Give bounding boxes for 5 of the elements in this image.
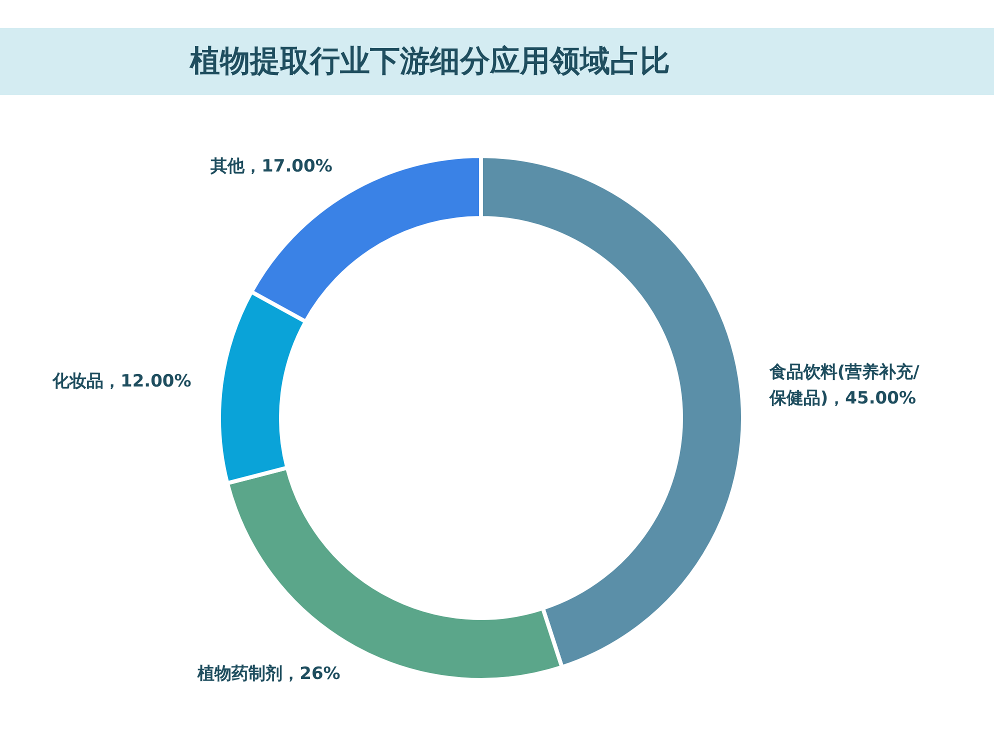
slice-label: 植物药制剂，26%: [196, 664, 340, 684]
slice-label: 化妆品，12.00%: [51, 371, 192, 392]
chart-title: 植物提取行业下游细分应用领域占比: [0, 28, 994, 95]
slice-label: 食品饮料(营养补充/ 保健品)，45.00%: [768, 362, 920, 408]
slice-label: 其他，17.00%: [210, 156, 332, 177]
